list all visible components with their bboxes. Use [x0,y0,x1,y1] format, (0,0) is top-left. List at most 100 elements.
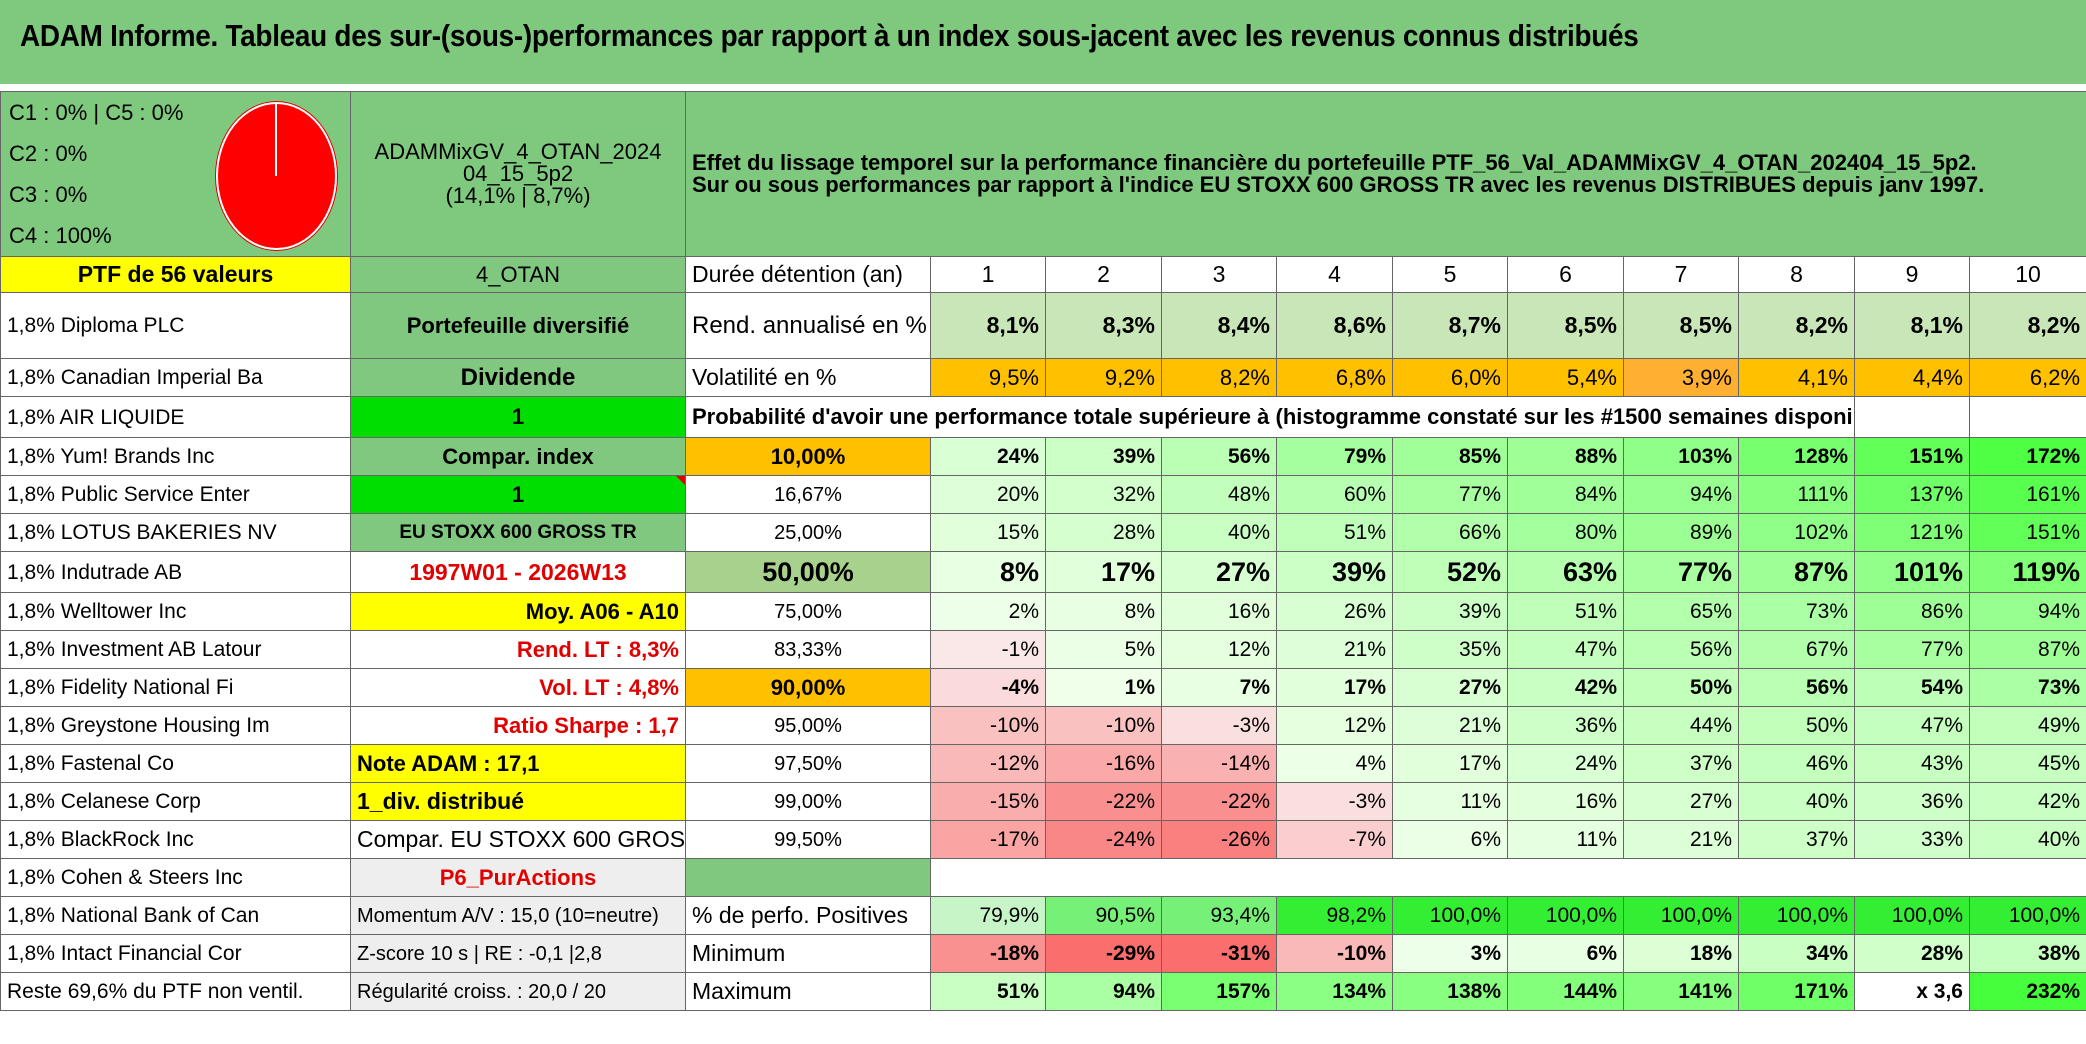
quantile-value: 6% [1392,820,1508,859]
quantile-value: 26% [1276,592,1393,631]
quantile-value: 94% [1623,475,1739,514]
quantile-value: 12% [1161,630,1277,669]
quantile-value: 94% [1968,592,2086,631]
title-bar: ADAM Informe. Tableau des sur-(sous-)per… [0,0,2086,84]
quantile-value: 11% [1392,782,1508,821]
maximum-value: 138% [1392,972,1508,1011]
positives-label: % de perfo. Positives [685,896,931,935]
quantile-value: 89% [1623,513,1739,552]
maximum-value: 171% [1738,972,1855,1011]
quantile-value: 39% [1392,592,1508,631]
info-cell: Note ADAM : 17,1 [350,744,686,783]
performance-table: C1 : 0% | C5 : 0% C2 : 0% C3 : 0% C4 : 100%… [0,91,2086,1011]
quantile-value: 87% [1968,630,2086,669]
info-cell: Compar. EU STOXX 600 GROSS TR [350,820,686,859]
quantile-value: 50% [1738,706,1855,745]
table-row: 1,8% Diploma PLC Portefeuille diversifié R… [0,292,2086,359]
rend-value: 8,7% [1392,292,1508,359]
quantile-value: 46% [1738,744,1855,783]
table-row: 1,8% Welltower Inc Moy. A06 - A10 75,00% 2%… [0,592,2086,631]
minimum-value: -18% [930,934,1046,973]
quantile-label: 95,00% [685,706,931,745]
rend-value: 8,5% [1623,292,1739,359]
proba-title: Probabilité d'avoir une performance tota… [685,396,1855,438]
info-cell: 1 [350,475,686,514]
quantile-value: 151% [1968,513,2086,552]
quantile-value: -22% [1161,782,1277,821]
allocation-legend: C1 : 0% | C5 : 0% C2 : 0% C3 : 0% C4 : 100% [0,91,351,257]
quantile-value: 2% [930,592,1046,631]
quantile-label: 10,00% [685,437,931,476]
positives-value: 79,9% [930,896,1046,935]
quantile-value: 27% [1392,668,1508,707]
positives-value: 100,0% [1968,896,2086,935]
quantile-value: 36% [1854,782,1970,821]
rend-value: 8,6% [1276,292,1393,359]
quantile-value: 27% [1623,782,1739,821]
rend-value: 8,2% [1968,292,2086,359]
quantile-value: 16% [1507,782,1624,821]
minimum-value: -31% [1161,934,1277,973]
year-header: 9 [1854,256,1970,293]
info-cell: Vol. LT : 4,8% [350,668,686,707]
quantile-value: 15% [930,513,1046,552]
quantile-value: -3% [1161,706,1277,745]
year-header: 6 [1507,256,1624,293]
minimum-value: 18% [1623,934,1739,973]
description-line1: Effet du lissage temporel sur la perform… [692,150,1977,175]
minimum-value: 6% [1507,934,1624,973]
quantile-value: 40% [1968,820,2086,859]
holding-name: 1,8% Intact Financial Cor [0,934,351,973]
year-header: 8 [1738,256,1855,293]
quantile-value: 11% [1507,820,1624,859]
quantile-label: 97,50% [685,744,931,783]
info-cell: 1997W01 - 2026W13 [350,551,686,593]
quantile-value: 87% [1738,551,1855,593]
quantile-value: 4% [1276,744,1393,783]
year-header: 1 [930,256,1046,293]
table-row: Reste 69,6% du PTF non ventil. Régularité… [0,972,2086,1011]
info-cell: Compar. index [350,437,686,476]
quantile-value: -14% [1161,744,1277,783]
rend-value: 8,5% [1507,292,1624,359]
quantile-value: -17% [930,820,1046,859]
info-cell: Moy. A06 - A10 [350,592,686,631]
empty-cell [685,858,931,897]
quantile-value: -10% [930,706,1046,745]
info-cell: Rend. LT : 8,3% [350,630,686,669]
quantile-value: 40% [1738,782,1855,821]
rend-value: 8,3% [1045,292,1162,359]
quantile-value: 43% [1854,744,1970,783]
quantile-value: 17% [1045,551,1162,593]
quantile-value: 44% [1623,706,1739,745]
quantile-value: 103% [1623,437,1739,476]
quantile-label: 90,00% [685,668,931,707]
quantile-value: 119% [1968,551,2086,593]
quantile-label: 99,50% [685,820,931,859]
positives-value: 90,5% [1045,896,1162,935]
quantile-value: 65% [1623,592,1739,631]
minimum-value: -10% [1276,934,1393,973]
holding-name: 1,8% Indutrade AB [0,551,351,593]
table-row: 1,8% Yum! Brands Inc Compar. index 10,00% 2… [0,437,2086,476]
duration-label: Durée détention (an) [685,256,931,293]
table-row: 1,8% National Bank of Can Momentum A/V : … [0,896,2086,935]
vol-value: 4,1% [1738,358,1855,397]
quantile-value: 45% [1968,744,2086,783]
table-row: C1 : 0% | C5 : 0% C2 : 0% C3 : 0% C4 : 100%… [0,91,2086,257]
info-cell: 1_div. distribué [350,782,686,821]
quantile-value: 77% [1623,551,1739,593]
quantile-value: 17% [1392,744,1508,783]
maximum-value: 134% [1276,972,1393,1011]
holding-name: 1,8% Investment AB Latour [0,630,351,669]
quantile-value: 51% [1276,513,1393,552]
quantile-value: -12% [930,744,1046,783]
legend-entry: C3 : 0% [9,182,88,207]
quantile-value: 17% [1276,668,1393,707]
quantile-value: 54% [1854,668,1970,707]
quantile-value: 47% [1854,706,1970,745]
positives-value: 100,0% [1738,896,1855,935]
quantile-label: 75,00% [685,592,931,631]
rend-value: 8,2% [1738,292,1855,359]
quantile-value: 111% [1738,475,1855,514]
